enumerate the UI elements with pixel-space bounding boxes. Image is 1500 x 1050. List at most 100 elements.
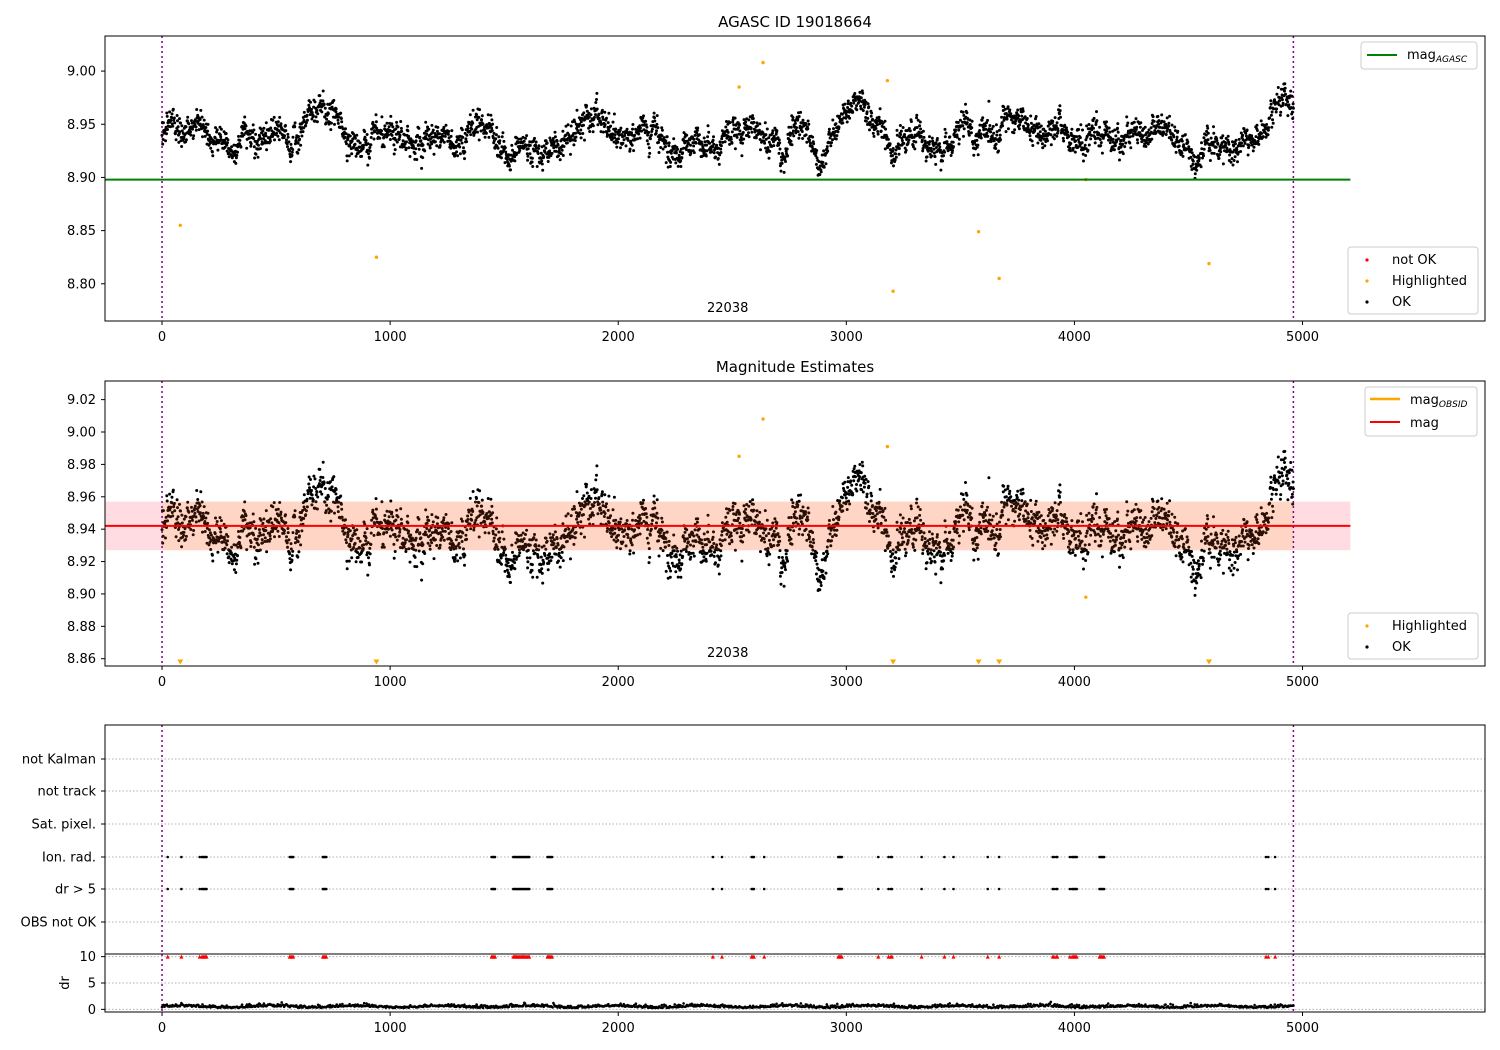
ok-point [457, 142, 461, 146]
ok-point [1269, 113, 1273, 117]
ok-point [718, 140, 722, 144]
ok-point [933, 155, 937, 159]
ok-point [603, 110, 607, 114]
ok-point [168, 508, 172, 512]
ok-point [1286, 114, 1290, 118]
ok-point [165, 114, 169, 118]
ok-point [428, 528, 431, 532]
ok-point [313, 100, 317, 104]
ok-point [395, 538, 399, 542]
ok-point [719, 144, 723, 148]
ok-point [262, 533, 265, 537]
ok-point [252, 520, 256, 524]
ok-point [692, 544, 696, 548]
ok-point [595, 473, 598, 477]
ok-point [537, 544, 541, 548]
ok-point [747, 118, 751, 122]
ok-point [628, 549, 632, 553]
ok-point [271, 118, 275, 122]
ok-point [1218, 147, 1222, 151]
ok-point [1245, 128, 1249, 132]
ok-point [315, 120, 319, 124]
ok-point [894, 155, 898, 159]
ok-point [1069, 149, 1072, 153]
ok-point [579, 507, 583, 511]
ok-point [509, 168, 512, 172]
ok-point [391, 125, 395, 129]
ok-point [365, 527, 369, 531]
ok-point [268, 139, 272, 143]
ok-point [399, 517, 403, 521]
ok-point [715, 143, 719, 147]
ok-point [591, 513, 595, 517]
ok-point [1089, 137, 1093, 141]
ok-point [244, 514, 248, 518]
ok-point [967, 133, 971, 137]
ok-point [471, 108, 475, 112]
ok-point [178, 117, 181, 121]
ok-point [679, 165, 683, 168]
ok-point [372, 137, 376, 141]
ok-point [701, 545, 705, 549]
ok-point [548, 552, 552, 556]
ok-point [589, 488, 593, 492]
ok-point [1202, 136, 1206, 140]
ok-point [353, 541, 357, 545]
ok-point [914, 140, 918, 144]
ok-point [870, 111, 874, 115]
ok-point [1064, 126, 1068, 130]
ok-point [609, 124, 613, 128]
ok-point [725, 120, 728, 123]
ok-point [1053, 116, 1057, 120]
ok-point [633, 133, 637, 137]
ok-point [255, 537, 259, 541]
ok-point [316, 112, 320, 116]
ok-point [771, 129, 775, 133]
ok-point [626, 536, 630, 539]
ok-point [623, 528, 627, 532]
ok-point [989, 139, 993, 143]
ok-point [676, 575, 680, 579]
ok-point [475, 118, 479, 122]
ok-point [446, 527, 450, 530]
ok-point [285, 535, 288, 539]
ok-point [705, 143, 709, 147]
ok-point [637, 132, 641, 136]
ok-point [243, 127, 247, 131]
ok-point [706, 124, 710, 128]
ok-point [916, 118, 920, 122]
ok-point [194, 125, 198, 129]
ok-point [191, 127, 194, 131]
ok-point [1068, 146, 1072, 150]
ok-point [688, 535, 692, 539]
ok-point [1157, 122, 1161, 126]
ok-point [202, 118, 206, 122]
ok-point [511, 148, 514, 152]
ok-point [983, 124, 987, 128]
ok-point [242, 527, 246, 531]
ok-point [655, 114, 659, 118]
ok-point [714, 561, 717, 565]
ok-point [481, 510, 485, 514]
ok-point [323, 500, 327, 504]
ok-point [553, 135, 557, 139]
ok-point [665, 135, 669, 139]
ok-point [864, 119, 868, 123]
ok-point [339, 111, 343, 115]
ok-point [565, 141, 569, 145]
ok-point [990, 134, 994, 138]
ok-point [1228, 153, 1232, 157]
ok-point [277, 535, 281, 538]
ok-point [613, 133, 617, 137]
ok-point [685, 545, 689, 548]
ok-point [943, 135, 947, 139]
ok-point [315, 507, 319, 511]
ok-point [374, 507, 378, 511]
ok-point [466, 518, 470, 521]
ok-point [728, 121, 732, 125]
ok-point [829, 144, 833, 148]
ok-point [477, 138, 481, 142]
ok-point [286, 135, 290, 139]
ok-point [801, 137, 805, 140]
ok-point [830, 141, 833, 145]
